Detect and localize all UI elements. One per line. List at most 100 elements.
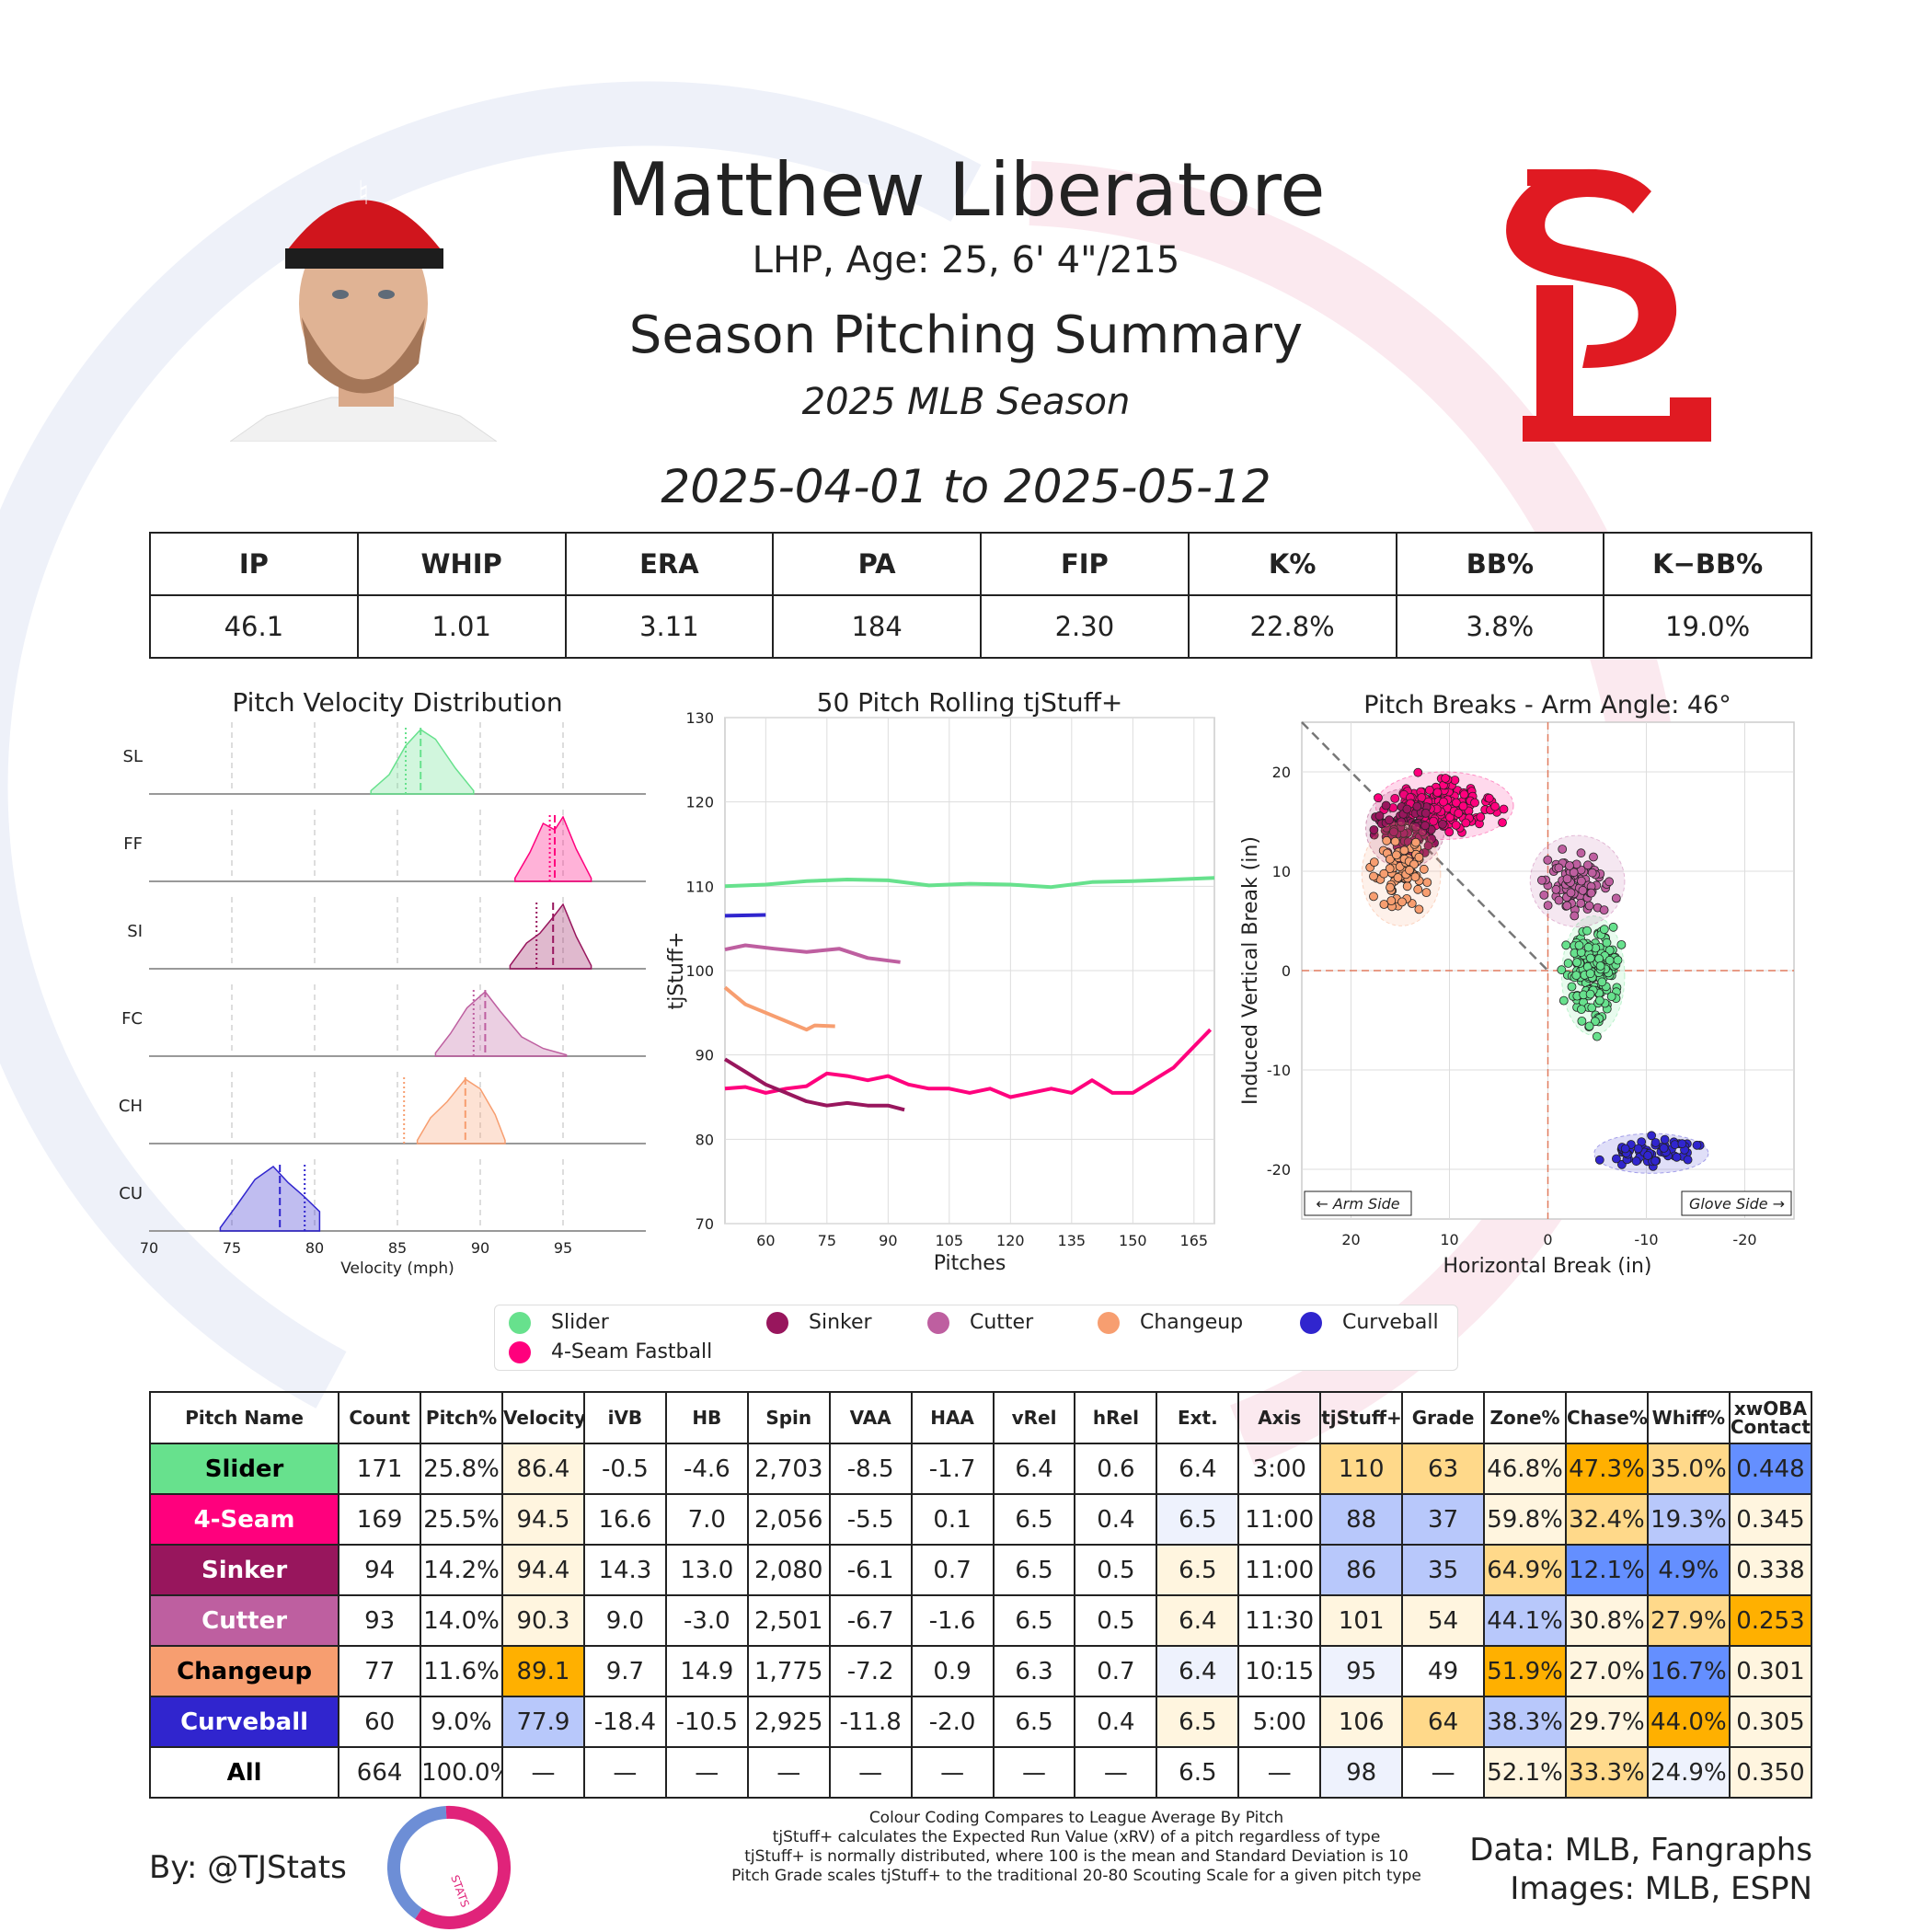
column-header: hRel <box>1074 1391 1158 1444</box>
y-axis-label: tjStuff+ <box>665 932 688 1010</box>
pitch-point <box>1570 911 1580 921</box>
table-cell: 6.5 <box>1156 1746 1240 1799</box>
table-cell: 13.0 <box>664 1544 749 1596</box>
table-cell: 4.9% <box>1646 1544 1731 1596</box>
table-cell: 27.0% <box>1564 1645 1649 1697</box>
table-cell: 49 <box>1401 1645 1486 1697</box>
pitch-point <box>1576 848 1586 858</box>
pitch-point <box>1386 896 1397 906</box>
table-cell: -0.5 <box>582 1443 667 1495</box>
pitch-point <box>1454 809 1464 818</box>
table-cell: 35.0% <box>1646 1443 1731 1495</box>
table-cell: 106 <box>1319 1696 1404 1748</box>
legend-label: 4-Seam Fastball <box>551 1340 713 1363</box>
pitch-point <box>1590 1017 1600 1027</box>
pitch-point <box>1429 816 1439 826</box>
pitch-point <box>1683 1155 1693 1165</box>
legend-item: Cutter <box>927 1311 1033 1334</box>
table-cell: 6.4 <box>1156 1443 1240 1495</box>
column-header: tjStuff+ <box>1319 1391 1404 1444</box>
pitch-point <box>1414 904 1424 914</box>
table-cell: 0.301 <box>1728 1645 1813 1697</box>
table-cell: 86 <box>1319 1544 1404 1596</box>
stat-value: 184 <box>772 594 982 659</box>
x-axis-label: Pitches <box>934 1252 1006 1275</box>
table-cell: 7.0 <box>664 1493 749 1546</box>
pitch-point <box>1470 798 1479 808</box>
pitch-point <box>1608 922 1618 932</box>
x-tick-label: 90 <box>471 1239 489 1257</box>
table-cell: 95 <box>1319 1645 1404 1697</box>
column-header: HAA <box>910 1391 995 1444</box>
x-tick-label: 0 <box>1543 1231 1552 1248</box>
table-cell: 29.7% <box>1564 1696 1649 1748</box>
table-cell: 93 <box>338 1594 422 1647</box>
table-cell: -11.8 <box>828 1696 913 1748</box>
pitch-point <box>1569 868 1579 878</box>
pitch-point <box>1643 1151 1653 1160</box>
table-cell: 0.1 <box>910 1493 995 1546</box>
ridge-label: SL <box>123 747 143 766</box>
pitch-point <box>1650 1156 1661 1166</box>
x-tick-label: 95 <box>554 1239 572 1257</box>
stat-header: WHIP <box>356 532 567 596</box>
player-headshot: ♮ <box>230 175 497 442</box>
pitch-point <box>1562 901 1572 911</box>
pitch-point <box>1397 817 1407 827</box>
pitch-point <box>1606 992 1616 1002</box>
pitch-point <box>1597 977 1607 987</box>
pitch-point <box>1567 982 1577 992</box>
pitch-point <box>1602 937 1612 948</box>
pitch-point <box>1611 1154 1621 1164</box>
table-cell: 6.5 <box>1156 1493 1240 1546</box>
pitch-point <box>1444 827 1455 837</box>
pitch-point <box>1594 995 1604 1006</box>
column-header: Velocity <box>501 1391 585 1444</box>
pitch-point <box>1369 871 1378 881</box>
table-cell: 2,080 <box>746 1544 831 1596</box>
table-cell: 59.8% <box>1483 1493 1567 1546</box>
pitch-point <box>1451 798 1461 808</box>
stat-value: 1.01 <box>356 594 567 659</box>
pitch-name-cell: Sinker <box>148 1544 340 1596</box>
pitch-point <box>1385 854 1395 864</box>
table-cell: 37 <box>1401 1493 1486 1546</box>
series-line <box>724 943 901 964</box>
y-tick-label: -20 <box>1267 1161 1291 1179</box>
season-label: 2025 MLB Season <box>801 381 1131 423</box>
pitch-point <box>1420 821 1431 831</box>
x-tick-label: 150 <box>1119 1232 1147 1249</box>
pitch-point <box>1451 820 1461 830</box>
x-tick-label: 85 <box>388 1239 407 1257</box>
column-header: VAA <box>828 1391 913 1444</box>
table-cell: 6.3 <box>992 1645 1076 1697</box>
legend-item: 4-Seam Fastball <box>509 1340 712 1363</box>
pitch-point <box>1554 863 1564 873</box>
pitch-point <box>1554 895 1564 905</box>
pitch-point <box>1386 882 1395 892</box>
pitch-point <box>1414 852 1424 862</box>
pitch-point <box>1369 891 1378 902</box>
pitch-point <box>1576 1005 1586 1015</box>
pitch-point <box>1604 955 1615 965</box>
table-cell: 0.338 <box>1728 1544 1813 1596</box>
table-cell: 9.7 <box>582 1645 667 1697</box>
chart-title: Pitch Breaks - Arm Angle: 46° <box>1363 691 1731 719</box>
pitch-point <box>1390 836 1400 846</box>
legend-label: Cutter <box>970 1311 1034 1334</box>
pitch-point <box>1692 1140 1702 1150</box>
pitch-point <box>1582 926 1593 936</box>
stat-value: 46.1 <box>149 594 359 659</box>
pitch-point <box>1419 864 1429 874</box>
table-cell: 1,775 <box>746 1645 831 1697</box>
pitch-point <box>1539 890 1549 900</box>
table-cell: 6.5 <box>1156 1544 1240 1596</box>
stat-header: IP <box>149 532 359 596</box>
pitch-point <box>1390 794 1400 803</box>
credits: Data: MLB, Fangraphs Images: MLB, ESPN <box>1469 1831 1812 1908</box>
legend-swatch <box>766 1311 788 1334</box>
table-cell: — <box>582 1746 667 1799</box>
arm-side-label: ← Arm Side <box>1316 1195 1399 1213</box>
image-credit: Images: MLB, ESPN <box>1510 1870 1812 1907</box>
pitch-point <box>1561 940 1571 950</box>
